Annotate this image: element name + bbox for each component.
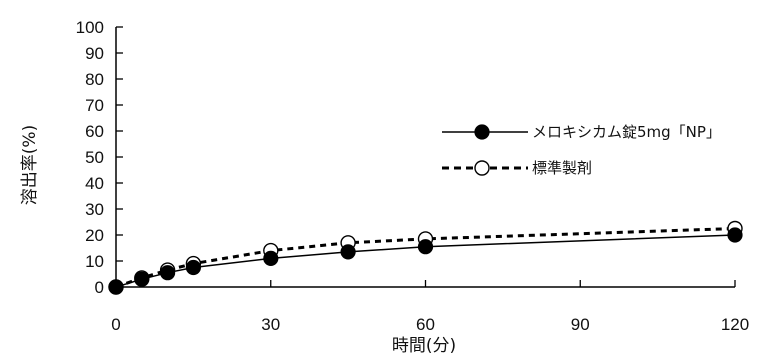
legend-marker-series-2: [474, 160, 490, 176]
legend-entry-series-1: メロキシカム錠5mg「NP」: [442, 123, 721, 141]
y-tick-label: 100: [76, 18, 104, 37]
y-axis-title: 溶出率(%): [20, 125, 40, 205]
series-1-point: [185, 259, 201, 276]
series-1-point: [263, 250, 279, 266]
y-tick-label: 10: [85, 252, 104, 271]
series-2-line: [115, 227, 736, 289]
x-axis: 0 30 60 90 120: [111, 280, 749, 334]
y-tick-label: 60: [85, 122, 104, 141]
series-1-point: [727, 227, 743, 243]
legend: メロキシカム錠5mg「NP」 標準製剤: [442, 123, 721, 177]
series-1: [108, 227, 743, 295]
series-1-point: [108, 279, 124, 295]
y-tick-label: 50: [85, 148, 104, 167]
legend-marker-series-1: [474, 124, 490, 140]
legend-entry-series-2: 標準製剤: [442, 159, 592, 177]
x-tick-label: 0: [111, 315, 120, 334]
y-axis: 0 10 20 30 40 50 60 70 80 90 100: [76, 18, 123, 297]
y-tick-label: 30: [85, 200, 104, 219]
y-tick-label: 0: [95, 278, 104, 297]
x-tick-label: 30: [261, 315, 280, 334]
x-axis-title: 時間(分): [392, 336, 456, 355]
series-1-point: [160, 265, 176, 281]
y-tick-label: 20: [85, 226, 104, 245]
y-tick-label: 40: [85, 174, 104, 193]
series-1-point: [417, 239, 434, 255]
series-1-point: [134, 271, 150, 287]
y-tick-label: 70: [85, 96, 104, 115]
series-layer: [108, 220, 743, 295]
series-1-point: [340, 244, 356, 260]
x-tick-label: 60: [416, 315, 435, 334]
legend-label-series-2: 標準製剤: [532, 159, 592, 177]
y-tick-label: 80: [85, 70, 104, 89]
legend-label-series-1: メロキシカム錠5mg「NP」: [532, 123, 721, 141]
x-tick-label: 90: [571, 315, 590, 334]
x-tick-label: 120: [721, 315, 749, 334]
y-tick-label: 90: [85, 44, 104, 63]
